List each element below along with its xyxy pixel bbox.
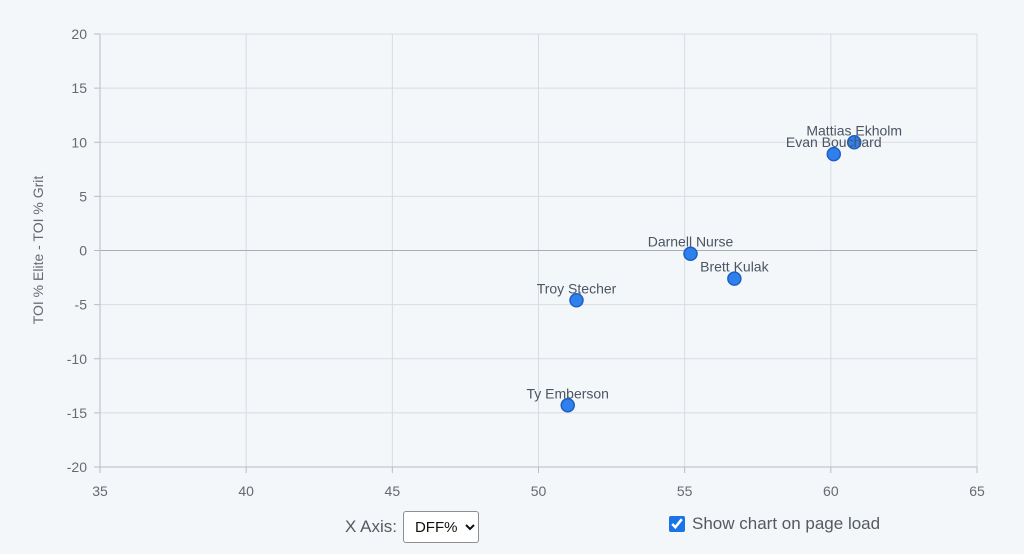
y-axis-title: TOI % Elite - TOI % Grit — [30, 176, 46, 325]
chart-controls: X Axis: DFF% Show chart on page load — [0, 507, 1024, 547]
grid-layer — [94, 33, 978, 473]
x-tick-label: 60 — [823, 483, 839, 499]
y-tick-label: -10 — [67, 351, 87, 367]
data-point — [727, 271, 742, 286]
data-point — [826, 146, 842, 162]
point-layer — [560, 135, 862, 413]
point-label: Evan Bouchard — [786, 134, 882, 150]
x-tick-label: 35 — [92, 483, 108, 499]
y-tick-label: 0 — [79, 243, 87, 259]
scatter-chart: 35 40 45 50 55 60 65 -20 -15 -10 -5 0 5 10 15 20 Mattia… — [30, 26, 985, 499]
y-tick-label: -20 — [67, 459, 87, 475]
x-tick-label: 55 — [677, 483, 693, 499]
data-point — [569, 293, 584, 308]
point-label: Troy Stecher — [537, 280, 617, 296]
show-chart-checkbox[interactable] — [669, 516, 685, 532]
x-tick-label: 40 — [238, 483, 254, 499]
y-tick-label: 20 — [71, 26, 87, 42]
x-tick-label: 65 — [969, 483, 985, 499]
point-label: Mattias Ekholm — [806, 122, 902, 138]
point-label: Darnell Nurse — [648, 234, 734, 250]
y-tick-label: 5 — [79, 188, 87, 204]
chart-svg: 35 40 45 50 55 60 65 -20 -15 -10 -5 0 5 10 15 20 Mattia… — [30, 26, 985, 499]
data-point — [560, 398, 575, 413]
show-chart-label: Show chart on page load — [692, 514, 881, 533]
y-tick-label: 10 — [71, 134, 87, 150]
x-tick-label: 45 — [385, 483, 401, 499]
y-tick-label: -5 — [75, 297, 88, 313]
tick-layer: 35 40 45 50 55 60 65 -20 -15 -10 -5 0 5 10 15 20 — [67, 26, 985, 499]
x-axis-label: X Axis: — [345, 517, 397, 536]
y-tick-label: 15 — [71, 80, 87, 96]
x-axis-select[interactable]: DFF% — [402, 511, 479, 543]
point-label: Ty Emberson — [526, 385, 608, 401]
x-tick-label: 50 — [531, 483, 547, 499]
x-axis-control: X Axis: DFF% — [345, 511, 479, 543]
y-tick-label: -15 — [67, 405, 87, 421]
data-point — [683, 246, 698, 261]
point-label: Brett Kulak — [700, 259, 769, 275]
data-point — [846, 135, 862, 150]
show-chart-control[interactable]: Show chart on page load — [668, 514, 880, 534]
